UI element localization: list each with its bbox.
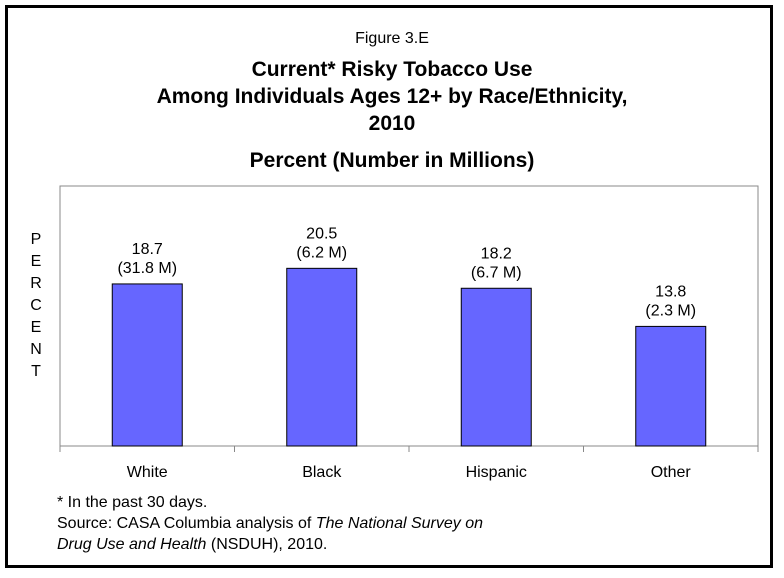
data-label: 13.8 — [655, 283, 686, 300]
x-tick-label: Hispanic — [466, 464, 527, 481]
y-axis-label-letter: E — [31, 319, 42, 336]
y-axis-label-letter: T — [31, 363, 41, 380]
chart-title-line-1: Current* Risky Tobacco Use — [251, 58, 533, 81]
data-label: 18.2 — [481, 245, 512, 262]
footnote-source-line-2: Drug Use and Health (NSDUH), 2010. — [57, 534, 327, 555]
source-title-part-2: Drug Use and Health — [57, 536, 207, 553]
x-tick-label: Other — [651, 464, 692, 481]
data-label-secondary: (6.7 M) — [471, 264, 522, 281]
source-prefix: Source: CASA Columbia analysis of — [57, 515, 316, 532]
y-axis-label-letter: P — [31, 231, 42, 248]
chart-title-line-2: Among Individuals Ages 12+ by Race/Ethni… — [156, 85, 628, 108]
footnote-asterisk: * In the past 30 days. — [57, 494, 208, 511]
data-label-secondary: (2.3 M) — [645, 302, 696, 319]
data-label: 18.7 — [132, 241, 163, 258]
y-axis-label-letter: R — [30, 275, 42, 292]
chart-title-line-3: 2010 — [368, 112, 416, 135]
bar — [460, 287, 532, 447]
y-axis-label-letter: N — [30, 341, 42, 358]
data-label-secondary: (6.2 M) — [296, 244, 347, 261]
x-tick-label: White — [127, 464, 168, 481]
data-label-secondary: (31.8 M) — [117, 260, 177, 277]
source-suffix: (NSDUH), 2010. — [206, 536, 328, 553]
bar — [635, 325, 707, 447]
figure-label: Figure 3.E — [355, 30, 429, 47]
bar — [111, 283, 183, 447]
data-label: 20.5 — [306, 225, 337, 242]
x-tick-label: Black — [302, 464, 342, 481]
source-title-part-1: The National Survey on — [315, 515, 483, 532]
chart-subtitle: Percent (Number in Millions) — [249, 149, 535, 172]
y-axis-label-letter: C — [30, 297, 42, 314]
bar — [286, 267, 358, 447]
footnote-source-line-1: Source: CASA Columbia analysis of The Na… — [57, 513, 483, 534]
y-axis-label-letter: E — [31, 253, 42, 270]
